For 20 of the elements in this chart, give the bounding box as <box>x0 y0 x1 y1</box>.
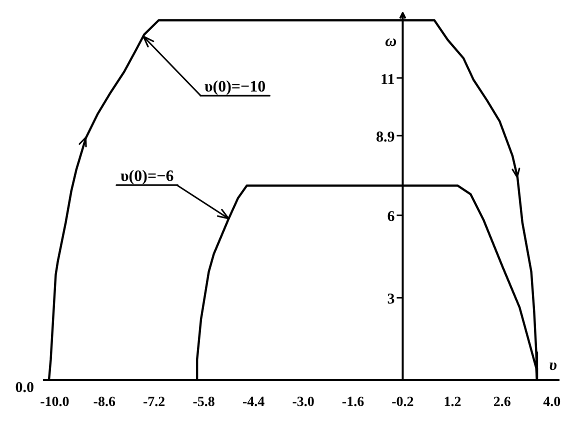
y-tick-label: 6 <box>387 209 396 226</box>
y-tick-label: 3 <box>387 292 395 308</box>
y-tick-label: 8.9 <box>376 130 395 146</box>
text: 0.0 <box>15 380 34 396</box>
x-tick-label: -7.2 <box>143 395 166 410</box>
annotation: υ(0)=−10 <box>204 78 266 96</box>
x-tick-label: -8.6 <box>93 395 116 410</box>
y-axis-title: ω <box>385 33 397 50</box>
x-tick-label: -1.6 <box>342 395 364 410</box>
x-tick-label: -3.0 <box>292 395 314 410</box>
x-tick-label: -10.0 <box>40 395 70 410</box>
x-tick-label: 2.6 <box>493 395 511 410</box>
x-tick-label: -4.4 <box>242 395 265 410</box>
x-tick-label: 1.2 <box>444 395 462 410</box>
x-tick-label: -5.8 <box>192 395 215 410</box>
annotation: υ(0)=−6 <box>120 168 174 186</box>
x-tick-label: 4.0 <box>543 395 561 410</box>
x-tick-label: -0.2 <box>392 395 414 410</box>
x-axis-title: υ <box>549 357 558 374</box>
y-tick-label: 11 <box>380 72 395 88</box>
